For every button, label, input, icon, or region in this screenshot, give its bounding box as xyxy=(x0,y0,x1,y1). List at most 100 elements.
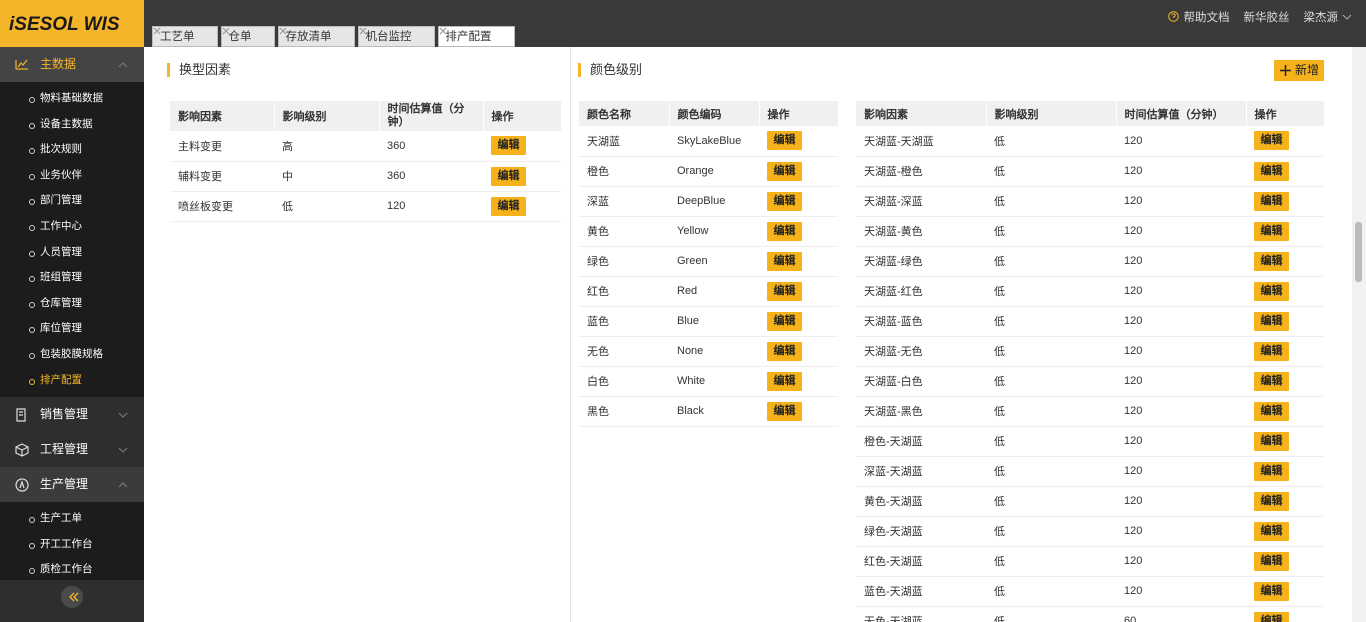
menu-item[interactable]: 生产工单 xyxy=(0,506,144,532)
table-row: 喷丝板变更低 120 编辑 xyxy=(170,191,561,222)
menu-item[interactable]: 人员管理 xyxy=(0,240,144,266)
edit-button[interactable]: 编辑 xyxy=(1254,611,1289,622)
menu-item[interactable]: 工作中心 xyxy=(0,214,144,240)
menu-item[interactable]: 排产配置 xyxy=(0,368,144,394)
edit-button[interactable]: 编辑 xyxy=(1254,551,1289,571)
menu-group: 工程管理 xyxy=(0,432,144,468)
edit-button[interactable]: 编辑 xyxy=(767,191,802,211)
edit-button[interactable]: 编辑 xyxy=(1254,371,1289,391)
menu-item[interactable]: 部门管理 xyxy=(0,188,144,214)
help-link[interactable]: 帮助文档 xyxy=(1167,9,1230,25)
scroll-thumb[interactable] xyxy=(1355,222,1362,282)
edit-button[interactable]: 编辑 xyxy=(1254,251,1289,271)
action-cell: 编辑 xyxy=(1246,336,1324,367)
tab-label: 工艺单 xyxy=(160,31,195,43)
edit-button[interactable]: 编辑 xyxy=(491,136,526,156)
add-button[interactable]: 新增 xyxy=(1274,60,1324,81)
edit-button[interactable]: 编辑 xyxy=(1254,191,1289,211)
tab[interactable]: 仓单 xyxy=(220,26,275,47)
edit-button[interactable]: 编辑 xyxy=(767,341,802,361)
table-row: 主料变更高 360 编辑 xyxy=(170,131,561,162)
table-row: 天湖蓝-黄色低 120 编辑 xyxy=(856,216,1324,247)
tab[interactable]: 机台监控 xyxy=(357,26,435,47)
tab[interactable]: 存放清单 xyxy=(277,26,355,47)
color-factors-table: 影响因素 影响级别 时间估算值（分钟） 操作 天湖蓝-天湖蓝低 120 编辑 天湖蓝-橙色低 1… xyxy=(856,101,1325,622)
user-name: 梁杰源 xyxy=(1303,12,1339,24)
edit-button[interactable]: 编辑 xyxy=(767,161,802,181)
edit-button[interactable]: 编辑 xyxy=(1254,581,1289,601)
edit-button[interactable]: 编辑 xyxy=(491,196,526,216)
column-header: 操作 xyxy=(483,101,562,131)
table-row: 深蓝-天湖蓝低 120 编辑 xyxy=(856,456,1324,487)
menu-item[interactable]: 物料基础数据 xyxy=(0,86,144,112)
table-cell: 橙色-天湖蓝 xyxy=(856,426,986,457)
action-cell: 编辑 xyxy=(1246,576,1324,607)
edit-button[interactable]: 编辑 xyxy=(767,251,802,271)
table-cell: 深蓝 xyxy=(579,186,669,217)
column-header: 影响级别 xyxy=(986,101,1117,126)
menu-item[interactable]: 业务伙伴 xyxy=(0,163,144,189)
tab[interactable]: 工艺单 xyxy=(152,26,218,47)
menu-item[interactable]: 质检工作台 xyxy=(0,557,144,583)
table-cell: 低 xyxy=(986,246,1116,277)
table-row: 橙色-天湖蓝低 120 编辑 xyxy=(856,426,1324,457)
edit-button[interactable]: 编辑 xyxy=(1254,281,1289,301)
edit-button[interactable]: 编辑 xyxy=(1254,461,1289,481)
action-cell: 编辑 xyxy=(1246,546,1324,577)
edit-button[interactable]: 编辑 xyxy=(491,166,526,186)
table-cell: 120 xyxy=(1116,276,1246,307)
edit-button[interactable]: 编辑 xyxy=(767,401,802,421)
table-cell: 120 xyxy=(1116,456,1246,487)
table-cell: 深蓝-天湖蓝 xyxy=(856,456,986,487)
table-row: 天湖蓝-橙色低 120 编辑 xyxy=(856,156,1324,187)
menu-item[interactable]: 设备主数据 xyxy=(0,112,144,138)
edit-button[interactable]: 编辑 xyxy=(1254,491,1289,511)
column-header: 颜色名称 xyxy=(579,101,670,126)
action-cell: 编辑 xyxy=(1246,456,1324,487)
table-cell: 天湖蓝-白色 xyxy=(856,366,986,397)
table-cell: 120 xyxy=(1116,186,1246,217)
header-right: 帮助文档 新华胶丝 梁杰源 xyxy=(1167,9,1353,25)
menu-group-header[interactable]: 销售管理 xyxy=(0,397,144,433)
table-cell: 120 xyxy=(1116,336,1246,367)
table-cell: 120 xyxy=(1116,396,1246,427)
table-row: 无色 None 编辑 xyxy=(579,336,838,367)
edit-button[interactable]: 编辑 xyxy=(767,311,802,331)
menu-item[interactable]: 仓库管理 xyxy=(0,291,144,317)
menu-item[interactable]: 批次规则 xyxy=(0,137,144,163)
icon xyxy=(15,443,29,457)
table-cell: 低 xyxy=(986,606,1116,622)
edit-button[interactable]: 编辑 xyxy=(767,281,802,301)
edit-button[interactable]: 编辑 xyxy=(767,131,802,151)
menu-group-header[interactable]: 工程管理 xyxy=(0,432,144,468)
menu-item[interactable]: 开工工作台 xyxy=(0,532,144,558)
table-cell: 天湖蓝-无色 xyxy=(856,336,986,367)
menu-group-header[interactable]: 生产管理 xyxy=(0,467,144,503)
table-cell: 低 xyxy=(986,516,1116,547)
tab[interactable]: 排产配置 xyxy=(437,26,515,47)
table-cell: 蓝色 xyxy=(579,306,669,337)
edit-button[interactable]: 编辑 xyxy=(1254,221,1289,241)
edit-button[interactable]: 编辑 xyxy=(1254,161,1289,181)
edit-button[interactable]: 编辑 xyxy=(1254,311,1289,331)
panel-title: 换型因素 xyxy=(167,63,231,77)
edit-button[interactable]: 编辑 xyxy=(767,371,802,391)
edit-button[interactable]: 编辑 xyxy=(767,221,802,241)
edit-button[interactable]: 编辑 xyxy=(1254,431,1289,451)
menu-item[interactable]: 包装胶膜规格 xyxy=(0,342,144,368)
menu-item[interactable]: 班组管理 xyxy=(0,265,144,291)
action-cell: 编辑 xyxy=(483,191,561,222)
menu-item[interactable]: 库位管理 xyxy=(0,316,144,342)
column-header: 操作 xyxy=(1246,101,1325,126)
edit-button[interactable]: 编辑 xyxy=(1254,401,1289,421)
tab-label: 存放清单 xyxy=(285,31,332,43)
icon xyxy=(15,478,29,492)
org-name[interactable]: 新华胶丝 xyxy=(1243,12,1290,24)
menu-group-header[interactable]: 主数据 xyxy=(0,47,144,82)
edit-button[interactable]: 编辑 xyxy=(1254,521,1289,541)
user-menu[interactable]: 梁杰源 xyxy=(1304,9,1353,25)
edit-button[interactable]: 编辑 xyxy=(1254,131,1289,151)
collapse-button[interactable] xyxy=(0,580,144,622)
edit-button[interactable]: 编辑 xyxy=(1254,341,1289,361)
